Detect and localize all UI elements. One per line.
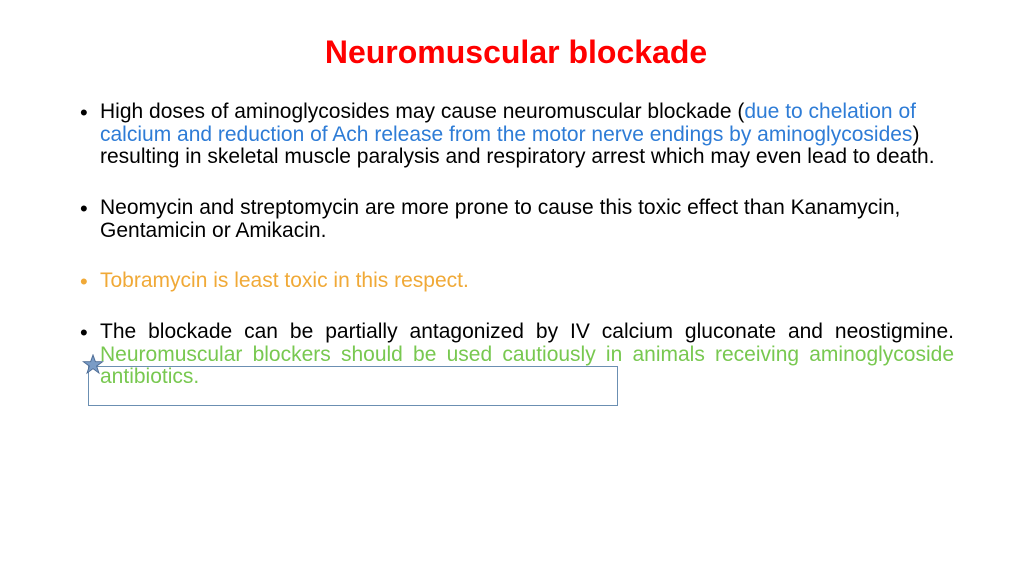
slide-title: Neuromuscular blockade bbox=[78, 34, 954, 71]
bullet-item: High doses of aminoglycosides may cause … bbox=[78, 101, 954, 169]
bullet-text-span: The blockade can be partially antagonize… bbox=[100, 320, 954, 343]
slide: Neuromuscular blockade High doses of ami… bbox=[0, 0, 1024, 576]
bullet-text-span: Tobramycin is least toxic in this respec… bbox=[100, 269, 469, 292]
bullet-item: Neomycin and streptomycin are more prone… bbox=[78, 197, 954, 242]
bullet-text-span: Neuromuscular blockers should be used ca… bbox=[100, 343, 954, 389]
bullet-list: High doses of aminoglycosides may cause … bbox=[78, 101, 954, 389]
bullet-item: Tobramycin is least toxic in this respec… bbox=[78, 270, 954, 293]
bullet-text-span: Neomycin and streptomycin are more prone… bbox=[100, 196, 900, 242]
bullet-text-span: High doses of aminoglycosides may cause … bbox=[100, 100, 744, 123]
star-icon bbox=[82, 354, 104, 376]
bullet-item: The blockade can be partially antagonize… bbox=[78, 321, 954, 389]
